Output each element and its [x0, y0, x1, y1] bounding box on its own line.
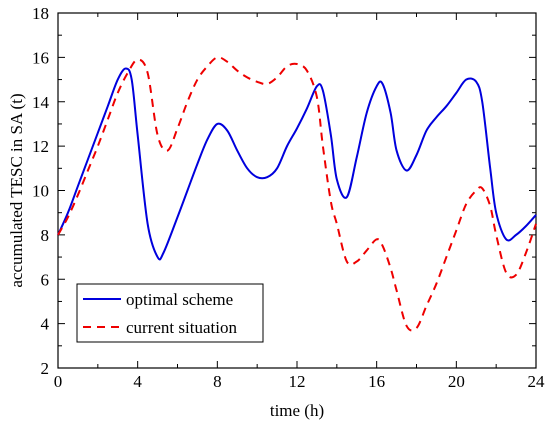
y-tick-label: 14: [32, 93, 50, 112]
y-tick-label: 8: [41, 226, 50, 245]
legend: optimal scheme current situation: [76, 283, 264, 343]
x-tick-label: 4: [133, 372, 142, 391]
legend-label: optimal scheme: [126, 290, 233, 309]
x-tick-label: 0: [54, 372, 63, 391]
y-axis-label: accumulated TESC in SA (t): [7, 93, 26, 287]
series-optimal-scheme-line: [57, 67, 537, 261]
y-tick-label: 4: [41, 315, 50, 334]
legend-label: current situation: [126, 318, 237, 337]
x-tick-label: 12: [289, 372, 306, 391]
y-tick-label: 18: [32, 4, 49, 23]
legend-box: [76, 283, 264, 343]
y-tick-label: 2: [41, 359, 50, 378]
y-tick-label: 10: [32, 182, 49, 201]
y-tick-label: 6: [41, 270, 50, 289]
y-tick-label: 16: [32, 48, 49, 67]
series-lines: [57, 56, 537, 332]
series-current-situation-line: [57, 56, 537, 332]
x-tick-label: 8: [213, 372, 222, 391]
x-tick-label: 20: [448, 372, 465, 391]
x-tick-label: 16: [368, 372, 385, 391]
y-tick-label: 12: [32, 137, 49, 156]
x-axis-label: time (h): [270, 401, 324, 420]
x-tick-label: 24: [528, 372, 546, 391]
